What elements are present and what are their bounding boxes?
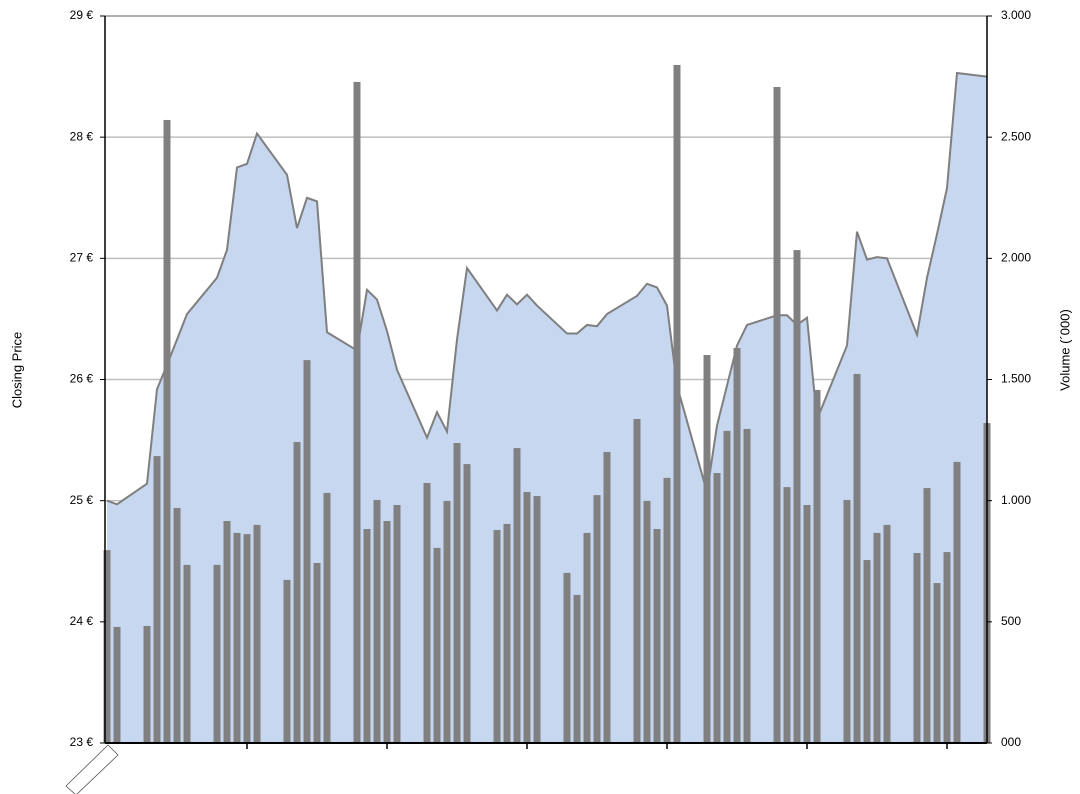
volume-bar	[423, 482, 431, 743]
volume-bar	[233, 532, 241, 743]
marks	[103, 64, 991, 744]
volume-bar	[563, 572, 571, 743]
volume-bar	[433, 547, 441, 743]
volume-bar	[113, 626, 121, 743]
volume-bar	[653, 529, 661, 743]
y-tick-label: 28 €	[70, 129, 94, 143]
volume-bar	[943, 552, 951, 743]
volume-bar	[953, 461, 961, 743]
volume-bar	[513, 448, 521, 743]
volume-bar	[643, 500, 651, 743]
volume-bar	[453, 442, 461, 743]
y-tick-label: 25 €	[70, 493, 94, 507]
volume-bar	[593, 495, 601, 743]
volume-bar	[793, 250, 801, 743]
volume-bar	[853, 373, 861, 743]
y-tick-label: 29 €	[70, 8, 94, 22]
volume-bar	[633, 419, 641, 743]
x-label-box	[65, 744, 119, 794]
y2-tick-label: 2.500	[1001, 129, 1031, 143]
y-tick-label: 24 €	[70, 614, 94, 628]
volume-bar	[603, 451, 611, 743]
volume-bar	[663, 477, 671, 743]
volume-bar	[323, 492, 331, 743]
volume-bar	[533, 496, 541, 743]
volume-bar	[703, 355, 711, 743]
y-tick-label: 23 €	[70, 735, 94, 749]
y2-tick-label: 3.000	[1001, 8, 1031, 22]
volume-bar	[243, 534, 251, 743]
y2-tick-label: 500	[1001, 614, 1021, 628]
volume-bar	[863, 560, 871, 743]
volume-bar	[723, 430, 731, 743]
volume-bar	[253, 524, 261, 743]
volume-bar	[843, 499, 851, 743]
volume-bar	[363, 529, 371, 743]
volume-bar	[783, 487, 791, 743]
volume-bar	[913, 553, 921, 743]
volume-bar	[173, 507, 181, 743]
volume-bar	[733, 347, 741, 743]
volume-bar	[743, 428, 751, 743]
volume-bar	[713, 473, 721, 743]
volume-bar	[873, 532, 881, 743]
volume-bar	[803, 505, 811, 743]
volume-bar	[573, 594, 581, 743]
price-line	[106, 71, 988, 506]
volume-bar	[103, 550, 111, 743]
volume-bar	[773, 87, 781, 744]
volume-bar	[223, 521, 231, 743]
volume-bar	[313, 562, 321, 743]
volume-bar	[213, 564, 221, 743]
volume-bar	[353, 81, 361, 743]
volume-bar	[373, 499, 381, 743]
y-tick-label: 27 €	[70, 251, 94, 265]
volume-bar	[393, 505, 401, 743]
y2-axis-label: Volume (´000)	[1057, 309, 1072, 391]
volume-bar	[933, 583, 941, 743]
volume-bar	[523, 491, 531, 743]
volume-bar	[283, 579, 291, 743]
volume-bar	[493, 529, 501, 743]
volume-bar	[503, 523, 511, 743]
volume-bar	[163, 119, 171, 743]
volume-bar	[303, 360, 311, 743]
volume-bar	[883, 524, 891, 743]
volume-bar	[143, 625, 151, 743]
volume-bar	[583, 532, 591, 743]
volume-bar	[383, 521, 391, 743]
volume-bar	[183, 564, 191, 743]
volume-bar	[153, 456, 161, 743]
volume-bar	[923, 488, 931, 743]
y2-tick-label: 1.500	[1001, 372, 1031, 386]
y-tick-label: 26 €	[70, 372, 94, 386]
y2-tick-label: 2.000	[1001, 251, 1031, 265]
volume-bar	[463, 464, 471, 743]
volume-bar	[673, 64, 681, 743]
axes: 23 € 24 € 25 € 26 € 27 € 28 € 29 € 000 500 1.000 1…	[65, 8, 1031, 794]
volume-bar	[813, 389, 821, 743]
volume-bar	[293, 442, 301, 743]
volume-bar	[443, 500, 451, 743]
y2-tick-label: 1.000	[1001, 493, 1031, 507]
y-axis-label: Closing Price	[9, 332, 24, 409]
y2-tick-label: 000	[1001, 735, 1021, 749]
